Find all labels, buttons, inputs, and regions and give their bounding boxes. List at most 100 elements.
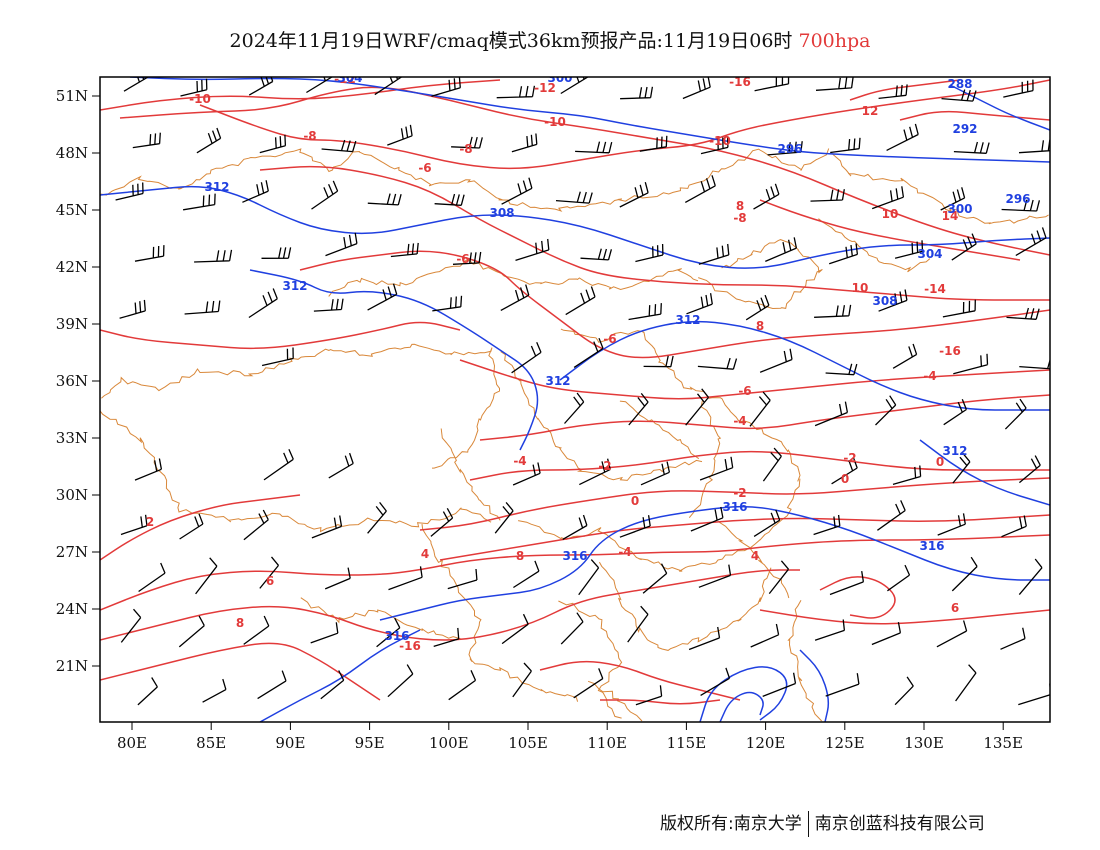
wind-barb — [635, 685, 663, 706]
y-tick-label: 45N — [56, 201, 88, 219]
wind-barb — [892, 343, 918, 369]
wind-barb — [573, 337, 604, 368]
isotherm-line — [419, 477, 1050, 531]
x-axis: 80E 85E 90E 95E 100E 105E 110E 115E 120E 125E 130E… — [117, 722, 1023, 752]
province-boundaries — [100, 148, 1049, 722]
x-tick-label: 80E — [117, 734, 147, 752]
boundary-line — [688, 400, 722, 519]
height-label: 316 — [384, 629, 409, 643]
isotherm-line — [100, 569, 800, 641]
wind-barb — [433, 627, 460, 648]
height-label: 316 — [562, 549, 587, 563]
height-label: 308 — [489, 206, 514, 220]
height-label: 312 — [675, 313, 700, 327]
map-frame — [99, 76, 1051, 723]
isotherm-line — [539, 660, 741, 701]
temperature-label: -16 — [729, 75, 751, 89]
isotherm-line — [759, 609, 1050, 625]
isotherm-line — [849, 79, 961, 101]
wind-barb — [814, 401, 849, 427]
isotherm-line — [600, 699, 721, 705]
y-axis: 51N 48N 45N 42N 39N 36N 33N 30N 27N 24N 21N — [56, 87, 100, 675]
height-contour — [919, 439, 1050, 506]
wind-barb — [321, 139, 357, 153]
wind-barb — [134, 245, 165, 262]
wind-barb — [184, 300, 221, 315]
wind-barb — [814, 619, 846, 641]
temperature-label: -4 — [923, 369, 936, 383]
wind-barb — [635, 243, 664, 263]
wind-barb — [248, 288, 278, 319]
temperature-label: -6 — [738, 384, 751, 398]
wind-barb — [115, 182, 144, 201]
wind-barb — [1019, 357, 1050, 370]
wind-barb — [825, 363, 858, 376]
wind-barb — [1018, 558, 1043, 596]
wind-barb — [892, 465, 922, 486]
wind-barb — [311, 515, 343, 539]
wind-barb — [119, 299, 146, 319]
height-label: 300 — [947, 202, 972, 216]
temperature-label: 0 — [841, 472, 849, 486]
wind-barb — [564, 392, 585, 424]
wind-barb — [367, 193, 402, 206]
temperature-label: 8 — [516, 549, 524, 563]
wind-barb — [500, 284, 530, 311]
height-label: 300 — [547, 71, 572, 85]
wind-barb — [1004, 398, 1027, 430]
y-tick-label: 33N — [56, 429, 88, 447]
wind-barb — [697, 357, 738, 370]
temperature-label: 12 — [862, 104, 879, 118]
title-main: 2024年11月19日WRF/cmaq模式36km预报产品:11月19日06时 — [229, 30, 793, 52]
wind-barb — [698, 243, 730, 265]
wind-barb — [494, 501, 514, 534]
wind-barb — [688, 626, 721, 651]
height-contour — [129, 77, 1050, 163]
contour-labels: -12 -12 -10 -10 -10 -8 -8 -8 -6 -6 -6 -6 -4 -4 -4 -2 -2 -… — [146, 71, 1031, 653]
wind-barb — [451, 136, 483, 149]
temperature-label: -2 — [733, 486, 746, 500]
boundary-line — [558, 600, 623, 719]
wind-barb — [306, 77, 334, 94]
wind-barb — [750, 623, 780, 648]
wind-barb — [828, 243, 859, 265]
wind-barb — [578, 559, 600, 596]
isotherm-line — [100, 494, 301, 561]
height-label: 312 — [942, 444, 967, 458]
x-tick-label: 130E — [904, 734, 944, 752]
wind-barb — [501, 613, 529, 645]
wind-barb — [686, 293, 713, 315]
y-tick-label: 27N — [56, 543, 88, 561]
wind-barb — [887, 564, 911, 592]
title-level: 700hpa — [798, 30, 871, 52]
temperature-label: -4 — [513, 454, 526, 468]
temperature-label: -16 — [939, 344, 961, 358]
boundary-line — [698, 239, 823, 310]
wind-barb — [810, 189, 845, 202]
wind-barb — [179, 513, 204, 540]
wind-barb — [511, 342, 542, 374]
wind-barb — [825, 673, 860, 697]
temperature-label: -10 — [709, 134, 731, 148]
wind-barb — [753, 509, 781, 537]
x-tick-label: 105E — [508, 734, 548, 752]
wind-barb — [496, 85, 536, 99]
wind-barb — [759, 348, 793, 373]
wind-barb — [830, 137, 861, 154]
boundary-line — [830, 151, 1049, 225]
temperature-label: 0 — [631, 494, 639, 508]
wind-barb — [768, 560, 790, 595]
wind-barb — [877, 500, 906, 531]
wind-barb — [871, 621, 902, 646]
wind-barb — [515, 238, 550, 262]
wind-barb — [565, 286, 596, 316]
wind-barb — [875, 395, 897, 426]
wind-barb — [955, 664, 977, 702]
wind-barb — [829, 570, 865, 596]
wind-barb — [434, 193, 465, 206]
wind-barb — [452, 251, 482, 265]
wind-barb — [575, 141, 613, 154]
y-tick-label: 24N — [56, 600, 88, 618]
wind-barb — [1015, 227, 1047, 257]
temperature-label: -12 — [334, 72, 356, 86]
